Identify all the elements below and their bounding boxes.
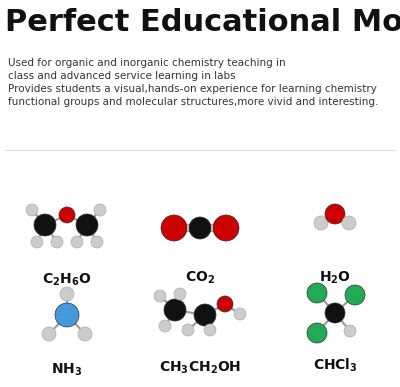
Circle shape (161, 215, 187, 241)
Circle shape (31, 236, 43, 248)
Circle shape (94, 204, 106, 216)
Circle shape (344, 325, 356, 337)
Text: $\mathbf{H_{2}O}$: $\mathbf{H_{2}O}$ (319, 270, 351, 286)
Circle shape (307, 323, 327, 343)
Circle shape (314, 216, 328, 230)
Circle shape (76, 214, 98, 236)
Circle shape (213, 215, 239, 241)
Text: Provides students a visual,hands-on experience for learning chemistry: Provides students a visual,hands-on expe… (8, 84, 377, 94)
Circle shape (42, 327, 56, 341)
Circle shape (217, 296, 233, 312)
Text: $\mathbf{NH_{3}}$: $\mathbf{NH_{3}}$ (51, 362, 83, 378)
Circle shape (51, 236, 63, 248)
Text: functional groups and molecular structures,more vivid and interesting.: functional groups and molecular structur… (8, 97, 378, 107)
Circle shape (204, 324, 216, 336)
Circle shape (159, 320, 171, 332)
Circle shape (71, 236, 83, 248)
Circle shape (325, 303, 345, 323)
Circle shape (26, 204, 38, 216)
Circle shape (174, 288, 186, 300)
Circle shape (164, 299, 186, 321)
Text: Perfect Educational Models: Perfect Educational Models (5, 8, 400, 37)
Circle shape (307, 283, 327, 303)
Circle shape (345, 285, 365, 305)
Circle shape (91, 236, 103, 248)
Circle shape (154, 290, 166, 302)
Text: $\mathbf{CHCl_{3}}$: $\mathbf{CHCl_{3}}$ (312, 357, 358, 374)
Circle shape (55, 303, 79, 327)
Circle shape (60, 287, 74, 301)
Circle shape (59, 207, 75, 223)
Text: class and advanced service learning in labs: class and advanced service learning in l… (8, 71, 236, 81)
Circle shape (189, 217, 211, 239)
Circle shape (182, 324, 194, 336)
Text: $\mathbf{CH_{3}CH_{2}OH}$: $\mathbf{CH_{3}CH_{2}OH}$ (159, 360, 241, 377)
Text: $\mathbf{C_{2}H_{6}O}$: $\mathbf{C_{2}H_{6}O}$ (42, 272, 92, 288)
Circle shape (78, 327, 92, 341)
Text: $\mathbf{CO_{2}}$: $\mathbf{CO_{2}}$ (185, 270, 215, 286)
Circle shape (342, 216, 356, 230)
Circle shape (325, 204, 345, 224)
Circle shape (234, 308, 246, 320)
Text: Used for organic and inorganic chemistry teaching in: Used for organic and inorganic chemistry… (8, 58, 286, 68)
Circle shape (34, 214, 56, 236)
Circle shape (194, 304, 216, 326)
